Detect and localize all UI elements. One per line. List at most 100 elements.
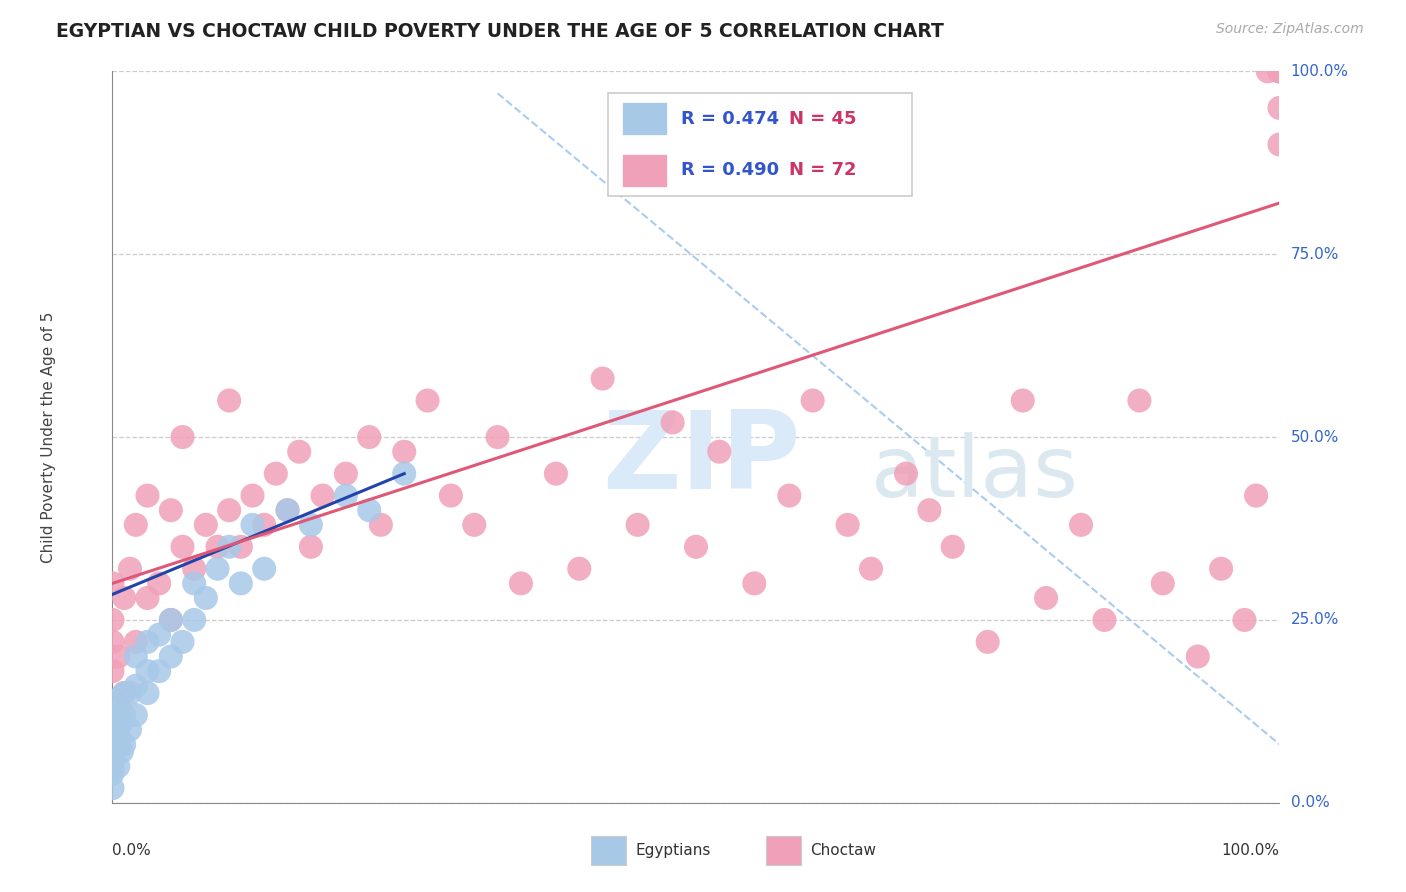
Point [860,562,883,576]
Point [107,723,129,737]
Point [101,745,124,759]
Point [172,430,194,444]
Point [299,540,322,554]
Point [311,489,333,503]
Point [359,430,381,444]
Point [253,562,276,576]
Point [942,540,965,554]
Point [101,708,124,723]
Text: N = 72: N = 72 [789,161,856,179]
Text: 75.0%: 75.0% [1291,247,1339,261]
Point [1035,591,1057,605]
FancyBboxPatch shape [609,94,912,195]
Point [1268,64,1291,78]
Point [125,635,148,649]
Point [118,686,141,700]
Point [486,430,509,444]
Text: Source: ZipAtlas.com: Source: ZipAtlas.com [1216,22,1364,37]
Point [685,540,707,554]
Point [778,489,800,503]
Bar [623,102,666,135]
Point [1233,613,1256,627]
Point [276,503,298,517]
Point [288,444,311,458]
Point [101,730,124,744]
Text: ZIP: ZIP [603,406,801,512]
Point [136,686,159,700]
Point [1187,649,1209,664]
Point [118,723,141,737]
Point [359,503,381,517]
Point [148,627,170,641]
Point [125,517,148,532]
Bar [766,836,801,865]
Point [335,489,357,503]
Point [661,416,683,430]
Text: 100.0%: 100.0% [1291,64,1348,78]
Point [801,393,824,408]
Point [218,503,240,517]
Point [183,576,205,591]
Point [107,759,129,773]
Point [299,517,322,532]
Point [1268,137,1291,152]
Point [172,540,194,554]
Point [1268,64,1291,78]
Point [544,467,567,481]
Text: 0.0%: 0.0% [1291,796,1329,810]
Point [101,664,124,678]
Point [107,649,129,664]
Point [253,517,276,532]
Text: N = 45: N = 45 [789,110,856,128]
Point [101,723,124,737]
Text: R = 0.490: R = 0.490 [681,161,779,179]
Point [172,635,194,649]
Text: Egyptians: Egyptians [636,843,710,858]
Point [229,576,252,591]
Point [744,576,766,591]
Point [101,737,124,751]
Point [394,444,416,458]
Point [1094,613,1116,627]
Point [183,613,205,627]
Point [627,517,650,532]
Point [709,444,731,458]
Point [101,766,124,780]
Point [1268,101,1291,115]
Point [194,591,217,605]
Point [1257,64,1279,78]
Point [207,540,229,554]
Point [1268,64,1291,78]
Point [107,737,129,751]
Point [242,489,264,503]
Point [183,562,205,576]
Point [101,635,124,649]
Point [335,467,357,481]
Bar [623,154,666,187]
Point [125,708,148,723]
Point [111,745,134,759]
Point [136,635,159,649]
Point [218,540,240,554]
Point [160,613,183,627]
Point [101,781,124,796]
Point [125,679,148,693]
Point [1128,393,1150,408]
Point [112,708,135,723]
Point [1244,489,1267,503]
Point [1011,393,1033,408]
Point [160,503,183,517]
Text: atlas: atlas [872,432,1078,516]
Point [837,517,859,532]
Point [264,467,287,481]
Point [136,591,159,605]
Point [101,693,124,707]
Point [416,393,439,408]
Bar [591,836,626,865]
Point [112,591,135,605]
Point [1268,64,1291,78]
Point [148,576,170,591]
Point [148,664,170,678]
Point [101,576,124,591]
Point [218,393,240,408]
